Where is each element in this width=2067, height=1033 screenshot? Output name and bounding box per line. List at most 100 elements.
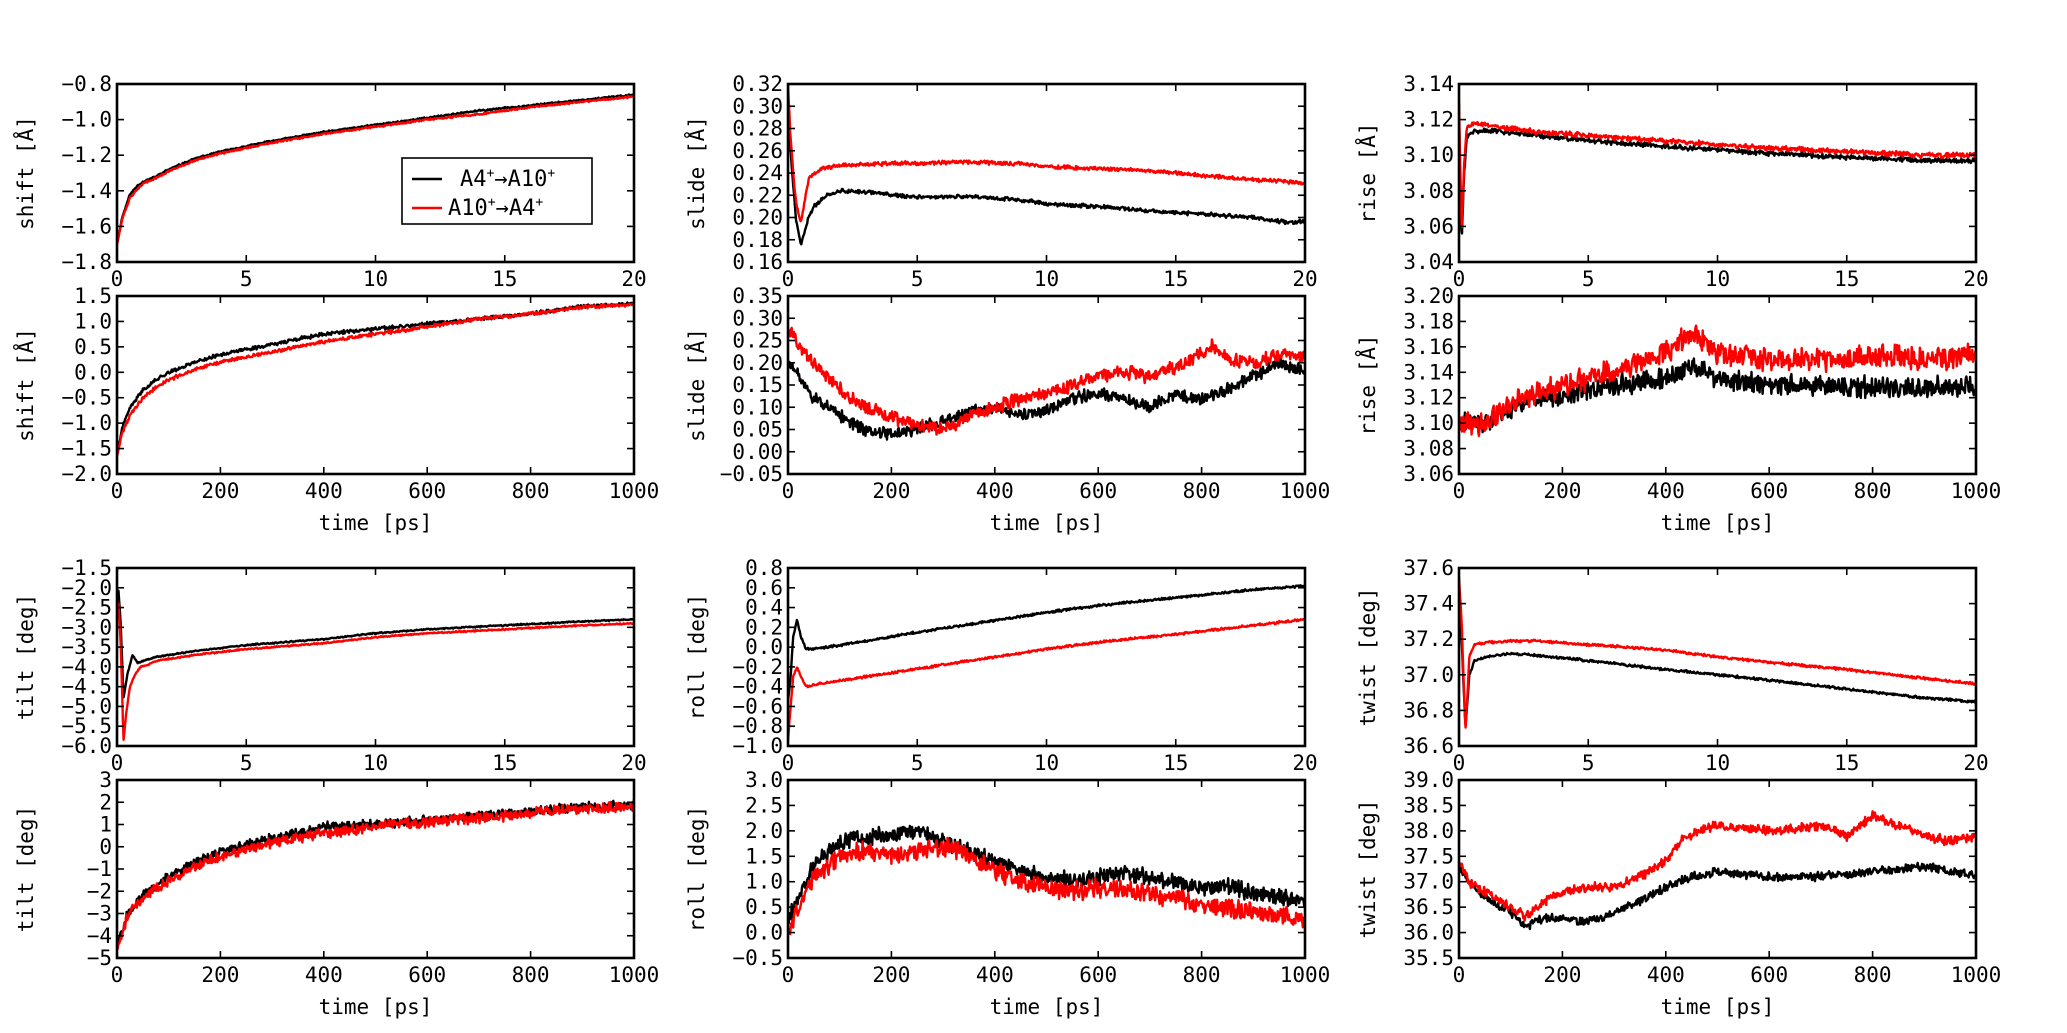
x-axis-label: time [ps] [319, 995, 433, 1019]
y-tick-label: −0.2 [732, 655, 783, 679]
y-tick-label: 0.16 [732, 250, 783, 274]
y-tick-label: 0.26 [732, 139, 783, 163]
y-tick-label: 1.0 [745, 870, 783, 894]
series-line-a4-to-a10 [788, 824, 1305, 925]
series-line-a10-to-a4 [117, 94, 634, 245]
y-tick-label: 37.4 [1403, 592, 1454, 616]
y-tick-label: 35.5 [1403, 946, 1454, 970]
y-tick-label: 3.14 [1403, 360, 1454, 384]
series-line-a4-to-a10 [788, 356, 1305, 441]
y-axis-label: shift [Å] [12, 328, 38, 442]
series-line-a10-to-a4 [117, 302, 634, 457]
y-tick-label: −0.4 [732, 675, 783, 699]
y-tick-label: 0.00 [732, 440, 783, 464]
y-tick-label: 38.5 [1403, 793, 1454, 817]
x-tick-label: 20 [1292, 267, 1317, 291]
y-tick-label: −5.0 [61, 694, 112, 718]
x-tick-label: 800 [1854, 963, 1892, 987]
y-tick-label: 0.20 [732, 206, 783, 230]
x-tick-label: 1000 [1280, 479, 1331, 503]
x-tick-label: 800 [512, 479, 550, 503]
y-tick-label: 3.04 [1403, 250, 1454, 274]
y-tick-label: 1.0 [74, 309, 112, 333]
y-tick-label: 3.06 [1403, 462, 1454, 486]
x-axis-label: time [ps] [990, 995, 1104, 1019]
y-tick-label: 1 [99, 813, 112, 837]
x-axis-label: time [ps] [319, 511, 433, 535]
x-tick-label: 15 [1163, 267, 1188, 291]
y-tick-label: 3.14 [1403, 72, 1454, 96]
series-line-a10-to-a4 [1459, 324, 1976, 438]
x-tick-label: 0 [111, 267, 124, 291]
y-tick-label: −2 [87, 879, 112, 903]
legend-box [401, 157, 593, 225]
y-tick-label: 3.20 [1403, 284, 1454, 308]
series-line-a10-to-a4 [117, 602, 634, 741]
plot-frame [1457, 778, 1978, 960]
panel-roll-short: 0 5 10 15 20 −1.0−0.8−0.6−0.4−0.20.00.20.40.6… [685, 556, 1318, 775]
x-tick-label: 20 [1292, 751, 1317, 775]
y-tick-label: 0.22 [732, 183, 783, 207]
x-tick-label: 15 [1163, 751, 1188, 775]
y-tick-label: 37.0 [1403, 663, 1454, 687]
panel-tilt-short: 0 5 10 15 20 −6.0−5.5−5.0−4.5−4.0−3.5−3.0−2.5… [14, 556, 647, 775]
plot-frame [115, 566, 636, 748]
series-line-a10-to-a4 [117, 800, 634, 951]
x-axis-label: time [ps] [1661, 995, 1775, 1019]
y-tick-label: 3.08 [1403, 437, 1454, 461]
x-tick-label: 10 [1034, 267, 1059, 291]
y-tick-label: −6.0 [61, 734, 112, 758]
y-axis-label: rise [Å] [1354, 334, 1380, 435]
x-tick-label: 20 [1963, 751, 1988, 775]
y-axis-label: slide [Å] [683, 328, 709, 442]
y-tick-label: 0.8 [745, 556, 783, 580]
y-axis-label: slide [Å] [683, 116, 709, 230]
panel-shift-short: 0 5 10 15 20 −1.8 −1.6 −1.4 −1.2 −1.0 −0.8 shift [Å… [12, 72, 647, 291]
x-tick-label: 400 [305, 479, 343, 503]
plot-frame [786, 82, 1307, 264]
x-tick-label: 10 [363, 267, 388, 291]
x-tick-label: 600 [408, 479, 446, 503]
y-tick-label: 36.0 [1403, 921, 1454, 945]
y-tick-label: −2.0 [61, 576, 112, 600]
y-tick-label: −0.05 [720, 462, 783, 486]
y-tick-label: 37.2 [1403, 627, 1454, 651]
y-tick-label: −1.4 [61, 179, 112, 203]
x-tick-label: 20 [621, 751, 646, 775]
y-tick-label: −5 [87, 946, 112, 970]
legend-label: A4+→A10+ [460, 166, 555, 192]
y-tick-label: −4 [87, 924, 112, 948]
y-tick-label: −0.8 [732, 714, 783, 738]
x-tick-label: 5 [911, 267, 924, 291]
panel-rise-long: 0 200 400 600 800 10003.063.083.103.123.143.1… [1354, 284, 2001, 535]
series-line-a4-to-a10 [117, 301, 634, 455]
x-tick-label: 200 [201, 479, 239, 503]
x-tick-label: 600 [408, 963, 446, 987]
y-tick-label: −3.0 [61, 615, 112, 639]
y-tick-label: 3.0 [745, 768, 783, 792]
y-tick-label: 37.5 [1403, 844, 1454, 868]
series-line-a4-to-a10 [117, 589, 634, 699]
y-tick-label: −0.6 [732, 694, 783, 718]
x-tick-label: 15 [1834, 267, 1859, 291]
y-tick-label: 3.12 [1403, 386, 1454, 410]
y-tick-label: 0.15 [732, 373, 783, 397]
y-tick-label: −0.5 [732, 946, 783, 970]
y-tick-label: 0.2 [745, 615, 783, 639]
y-tick-label: 0.18 [732, 228, 783, 252]
plot-frame [1457, 294, 1978, 476]
y-tick-label: 0.5 [74, 335, 112, 359]
legend: A4+→A10+ A10+→A4+ [401, 157, 593, 225]
x-tick-label: 800 [1183, 963, 1221, 987]
y-axis-label: twist [deg] [1356, 587, 1380, 726]
x-tick-label: 600 [1750, 479, 1788, 503]
y-tick-label: 2 [99, 790, 112, 814]
x-axis-label: time [ps] [1661, 511, 1775, 535]
x-tick-label: 800 [512, 963, 550, 987]
x-tick-label: 1000 [609, 479, 660, 503]
x-axis-label: time [ps] [990, 511, 1104, 535]
series-line-a10-to-a4 [788, 836, 1305, 936]
x-tick-label: 1000 [1280, 963, 1331, 987]
x-tick-label: 15 [492, 751, 517, 775]
